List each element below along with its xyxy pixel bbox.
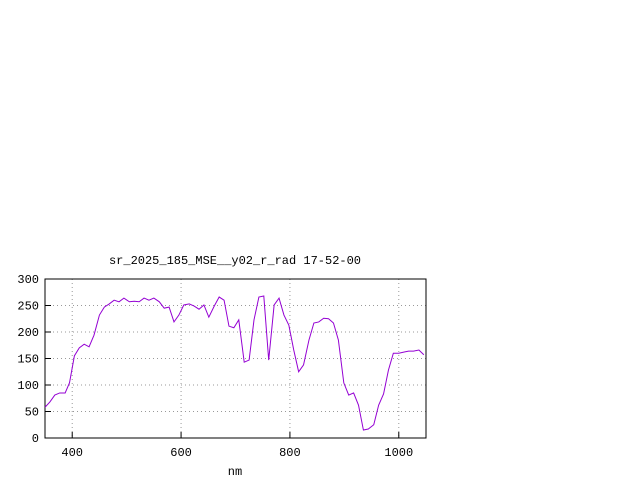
y-tick-label: 250 (17, 300, 39, 314)
y-tick-label: 300 (17, 273, 39, 287)
y-tick-label: 0 (32, 432, 39, 446)
x-tick-label: 400 (61, 446, 83, 460)
x-tick-label: 1000 (384, 446, 413, 460)
plot-frame (44, 278, 427, 439)
x-tick-label: 600 (170, 446, 192, 460)
y-tick-label: 200 (17, 326, 39, 340)
data-line (44, 295, 425, 431)
chart-title: sr_2025_185_MSE__y02_r_rad 17-52-00 (109, 254, 361, 268)
x-axis-label: nm (228, 465, 242, 479)
y-tick-label: 50 (25, 406, 39, 420)
x-tick-label: 800 (279, 446, 301, 460)
y-tick-label: 150 (17, 353, 39, 367)
y-tick-label: 100 (17, 379, 39, 393)
